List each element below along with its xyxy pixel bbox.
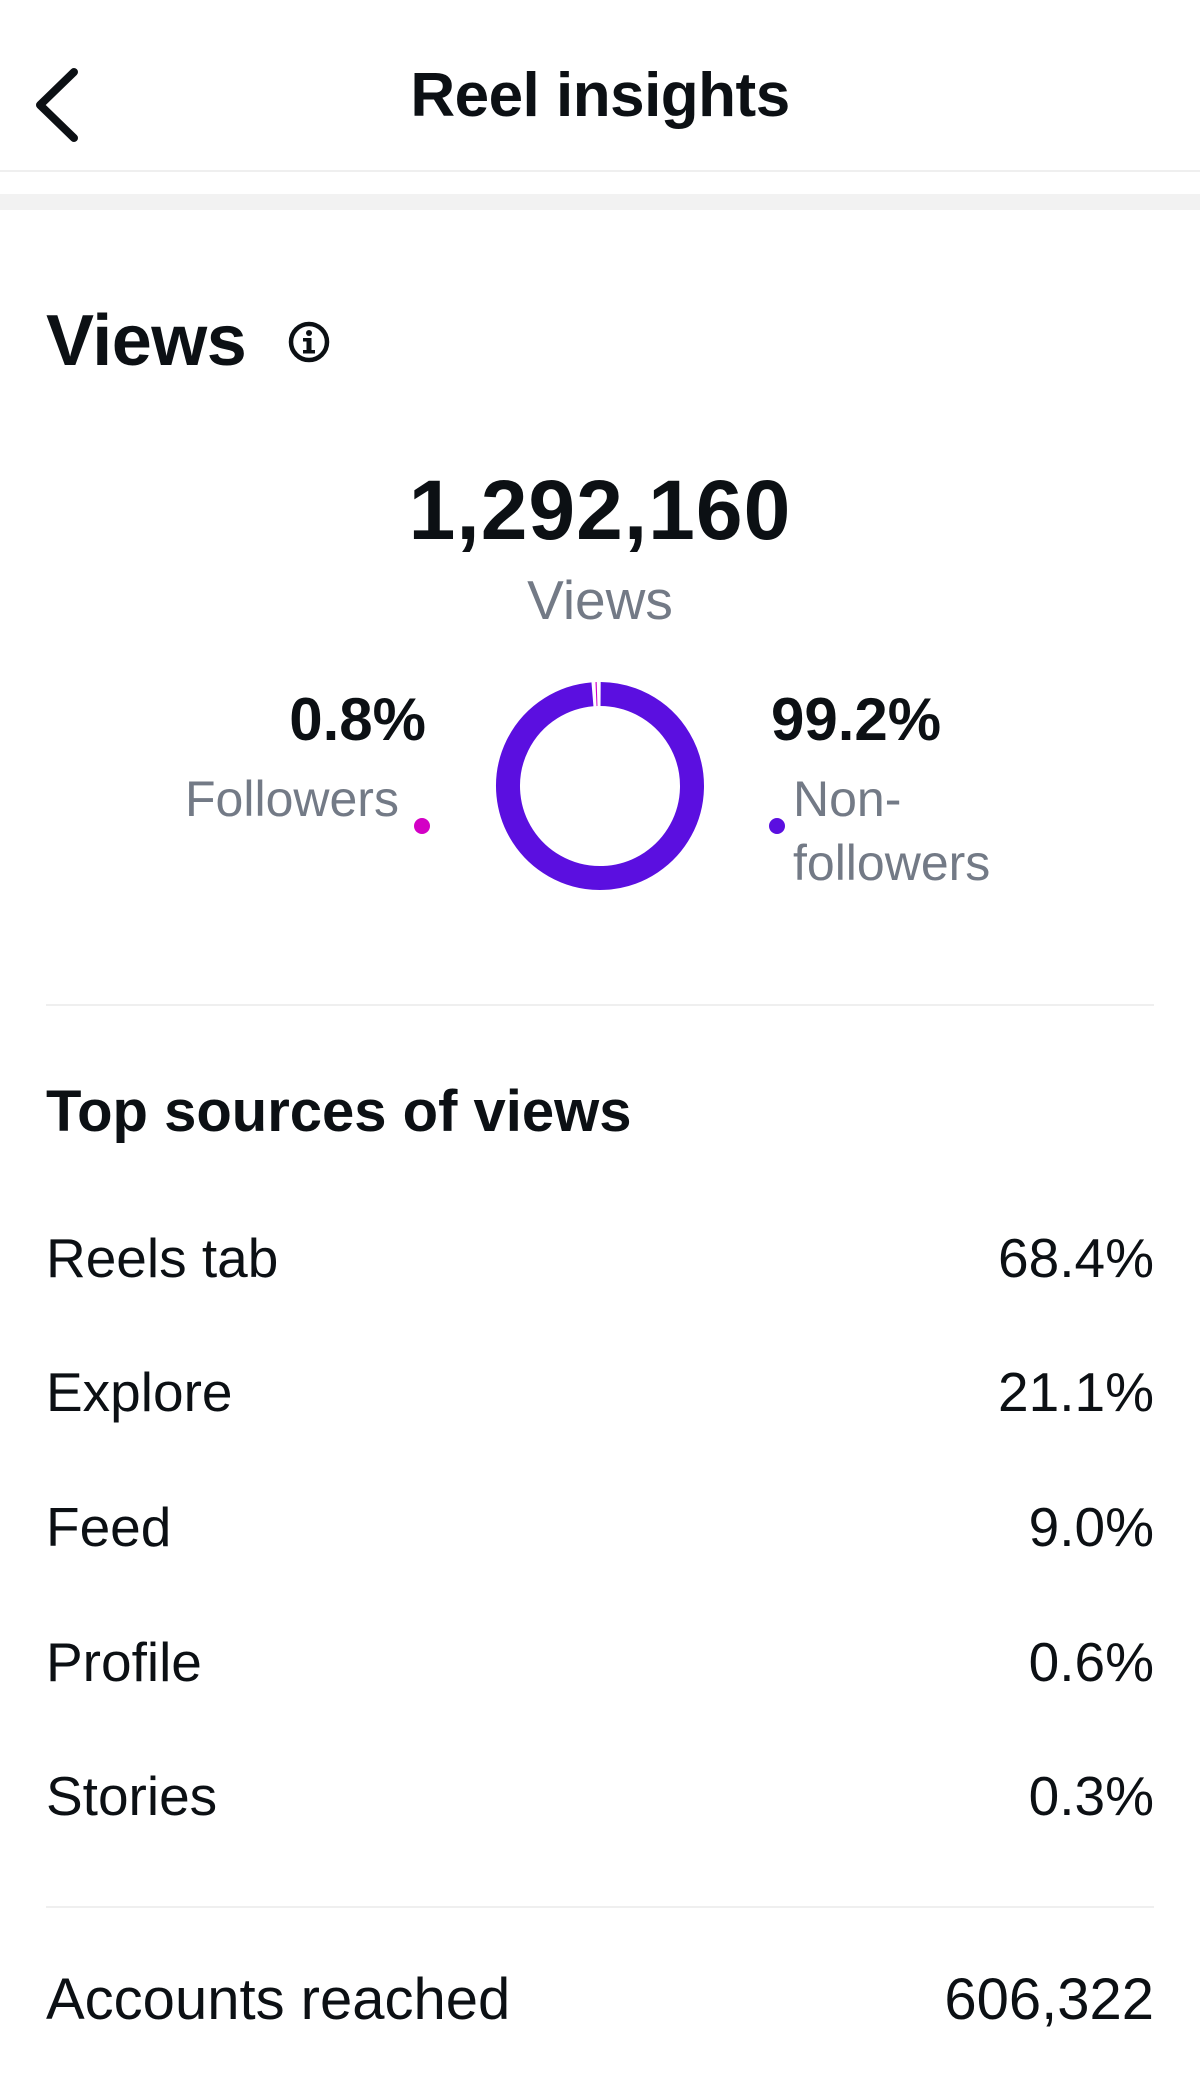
- non-followers-legend-dot: [769, 818, 785, 834]
- source-row-profile: Profile 0.6%: [46, 1630, 1154, 1700]
- accounts-reached-row[interactable]: Accounts reached 606,322: [46, 1966, 1154, 2036]
- followers-percent: 0.8%: [289, 686, 426, 753]
- source-row-stories: Stories 0.3%: [46, 1764, 1154, 1834]
- source-value: 9.0%: [1028, 1496, 1154, 1558]
- source-value: 21.1%: [998, 1361, 1154, 1423]
- divider: [46, 1004, 1154, 1006]
- source-label: Explore: [46, 1361, 233, 1423]
- audience-donut-chart: [496, 682, 704, 890]
- sources-heading: Top sources of views: [46, 1079, 632, 1144]
- source-row-feed: Feed 9.0%: [46, 1495, 1154, 1565]
- back-button[interactable]: [30, 60, 90, 150]
- total-views-value: 1,292,160: [408, 463, 792, 557]
- total-views-label: Views: [527, 569, 673, 631]
- views-heading: Views: [46, 301, 247, 381]
- source-row-explore: Explore 21.1%: [46, 1360, 1154, 1430]
- accounts-reached-value: 606,322: [944, 1967, 1154, 2032]
- accounts-reached-label: Accounts reached: [46, 1967, 511, 2032]
- source-label: Profile: [46, 1631, 202, 1693]
- source-row-reels-tab: Reels tab 68.4%: [46, 1226, 1154, 1296]
- chevron-left-icon: [36, 68, 78, 142]
- followers-legend-dot: [414, 818, 430, 834]
- top-bar: Reel insights: [0, 0, 1200, 172]
- page-title: Reel insights: [410, 61, 790, 130]
- source-label: Reels tab: [46, 1227, 279, 1289]
- non-followers-percent: 99.2%: [771, 686, 942, 753]
- source-label: Feed: [46, 1496, 172, 1558]
- source-value: 68.4%: [998, 1227, 1154, 1289]
- divider: [46, 1906, 1154, 1908]
- section-separator: [0, 194, 1200, 210]
- info-icon[interactable]: [287, 320, 331, 364]
- donut-slice-non-followers: [496, 682, 704, 890]
- source-value: 0.3%: [1028, 1765, 1154, 1827]
- source-label: Stories: [46, 1765, 218, 1827]
- source-value: 0.6%: [1028, 1631, 1154, 1693]
- followers-label: Followers: [185, 771, 399, 827]
- non-followers-label: Non-followers: [793, 771, 991, 891]
